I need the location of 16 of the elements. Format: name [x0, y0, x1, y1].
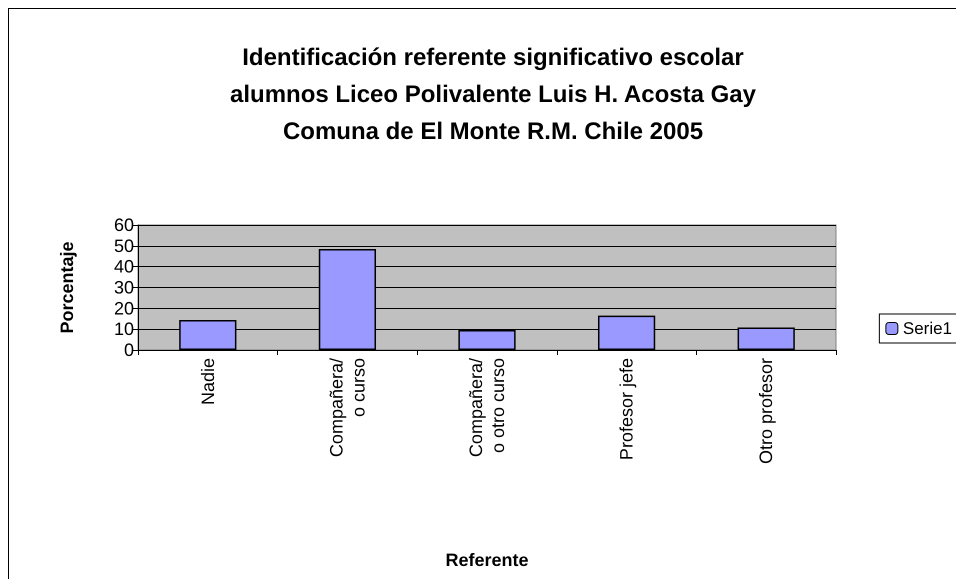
chart-title: Identificación referente significativo escolar alumnos Liceo Polivalente Luis H. Acosta Gay Comuna de El Monte R.M. Chile 2005 [230, 44, 757, 145]
x-tick-label: Nadie [198, 358, 218, 406]
y-axis-title: Porcentaje [57, 241, 77, 334]
y-tick-label: 40 [114, 256, 134, 277]
x-tick-label: Profesor jefe [616, 358, 637, 460]
y-tick-label: 0 [124, 340, 134, 360]
y-tick-label: 30 [114, 278, 134, 298]
y-tick-label: 60 [114, 215, 134, 235]
x-tick-label: Compañera/ o curso [326, 358, 368, 458]
x-tick-label: Compañera/ o otro curso [466, 358, 508, 458]
y-tick-label: 20 [114, 298, 134, 318]
y-tick-label: 50 [114, 236, 134, 256]
y-tick-label: 10 [114, 319, 134, 340]
legend-label: Serie1 [902, 319, 952, 338]
x-tick-label: Otro profesor [756, 358, 776, 464]
x-axis-title: Referente [445, 550, 529, 570]
